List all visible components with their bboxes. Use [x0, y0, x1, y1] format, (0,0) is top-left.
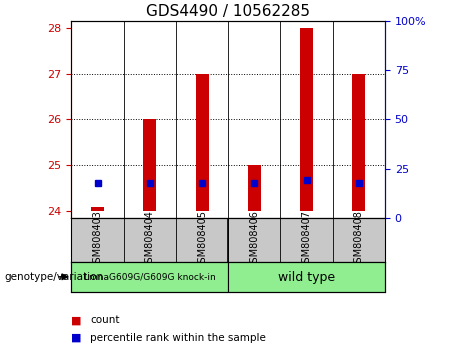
Text: GSM808408: GSM808408 — [354, 210, 364, 269]
Bar — [195, 74, 208, 211]
Text: ■: ■ — [71, 333, 82, 343]
Text: GSM808404: GSM808404 — [145, 210, 155, 269]
Text: GSM808405: GSM808405 — [197, 210, 207, 269]
Text: genotype/variation: genotype/variation — [5, 272, 104, 282]
Title: GDS4490 / 10562285: GDS4490 / 10562285 — [146, 4, 310, 19]
Text: GSM808403: GSM808403 — [93, 210, 103, 269]
Bar — [228, 262, 385, 292]
Bar — [248, 165, 261, 211]
Text: GSM808407: GSM808407 — [301, 210, 312, 269]
Bar — [352, 74, 365, 211]
Text: percentile rank within the sample: percentile rank within the sample — [90, 333, 266, 343]
Text: GSM808406: GSM808406 — [249, 210, 260, 269]
Bar — [143, 120, 156, 211]
Text: count: count — [90, 315, 119, 325]
Bar — [300, 28, 313, 211]
Bar — [71, 262, 228, 292]
Bar — [91, 207, 104, 211]
Text: ■: ■ — [71, 315, 82, 325]
Text: wild type: wild type — [278, 270, 335, 284]
Text: LmnaG609G/G609G knock-in: LmnaG609G/G609G knock-in — [84, 273, 216, 281]
